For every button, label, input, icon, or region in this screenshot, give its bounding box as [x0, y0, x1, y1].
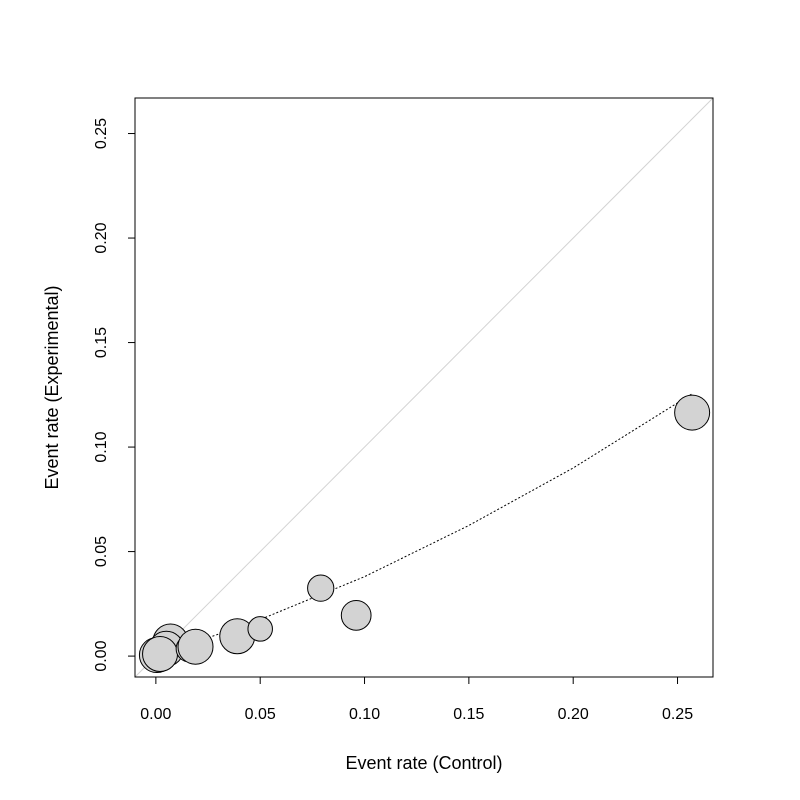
y-tick-label: 0.20	[93, 222, 110, 253]
data-point-8	[307, 574, 335, 602]
y-axis: 0.00 0.05 0.10 0.15 0.20 0.25	[93, 118, 136, 672]
x-tick-label: 0.25	[662, 706, 693, 723]
x-tick-label: 0.10	[349, 706, 380, 723]
data-point-9	[340, 599, 372, 631]
data-point-7	[247, 616, 273, 642]
fit-line	[155, 393, 693, 657]
x-tick-label: 0.20	[558, 706, 589, 723]
data-point-10	[674, 394, 711, 431]
x-axis: 0.00 0.05 0.10 0.15 0.20 0.25	[140, 676, 693, 723]
identity-line	[135, 98, 713, 677]
data-point-3	[142, 636, 179, 673]
y-tick-label: 0.05	[93, 536, 110, 567]
x-tick-label: 0.15	[453, 706, 484, 723]
plot-area	[135, 98, 713, 677]
x-tick-label: 0.00	[140, 706, 171, 723]
x-tick-label: 0.05	[245, 706, 276, 723]
data-point-5	[177, 628, 214, 665]
y-tick-label: 0.15	[93, 327, 110, 358]
y-tick-label: 0.10	[93, 431, 110, 462]
x-axis-title: Event rate (Control)	[345, 753, 502, 773]
y-axis-title: Event rate (Experimental)	[42, 285, 62, 489]
y-tick-label: 0.00	[93, 640, 110, 671]
y-tick-label: 0.25	[93, 118, 110, 149]
